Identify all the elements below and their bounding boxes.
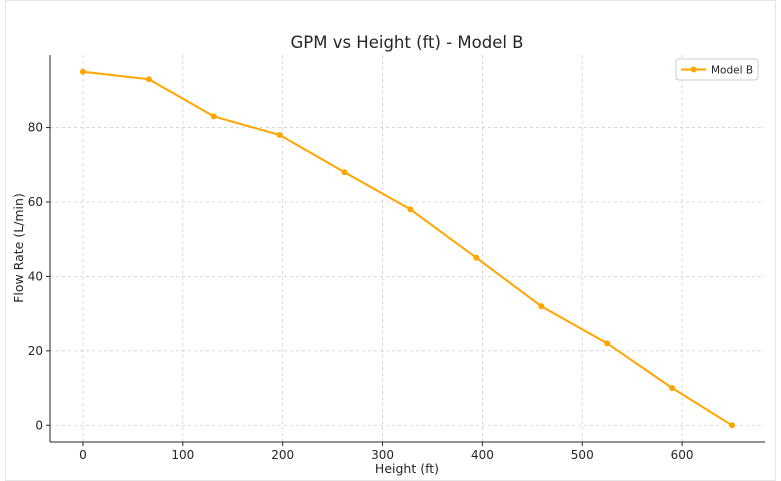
x-axis-label: Height (ft) [375, 461, 439, 476]
data-point [538, 303, 545, 310]
data-point [729, 422, 736, 429]
y-tick-label: 40 [28, 269, 43, 283]
grid [50, 55, 765, 442]
data-point [276, 132, 283, 139]
legend-box [675, 58, 759, 81]
x-tick-label: 500 [571, 448, 594, 462]
series-layer [79, 68, 736, 429]
legend-marker-model-b [690, 66, 697, 73]
y-tick-label: 20 [28, 344, 43, 358]
data-point [341, 169, 348, 176]
data-point [669, 385, 676, 392]
tick-labels: 0 100 200 300 400 500 600 0 20 40 60 80 [28, 121, 694, 462]
axes [49, 55, 765, 443]
x-tick-label: 200 [271, 448, 294, 462]
data-point [604, 340, 611, 347]
data-point [407, 206, 414, 213]
y-tick-label: 80 [28, 121, 43, 135]
legend-label-model-b: Model B [711, 65, 753, 77]
data-point [145, 76, 152, 83]
legend: Model B [675, 58, 759, 81]
x-tick-label: 300 [371, 448, 394, 462]
data-point [473, 254, 480, 261]
y-tick-label: 60 [28, 195, 43, 209]
x-tick-label: 100 [171, 448, 194, 462]
x-tick-label: 0 [79, 448, 87, 462]
y-axis-label: Flow Rate (L/min) [11, 193, 26, 303]
x-tick-label: 600 [671, 448, 694, 462]
x-tick-label: 400 [471, 448, 494, 462]
chart-title: GPM vs Height (ft) - Model B [290, 33, 523, 52]
data-point [79, 68, 86, 75]
data-point [210, 113, 217, 120]
y-tick-label: 0 [35, 418, 43, 432]
